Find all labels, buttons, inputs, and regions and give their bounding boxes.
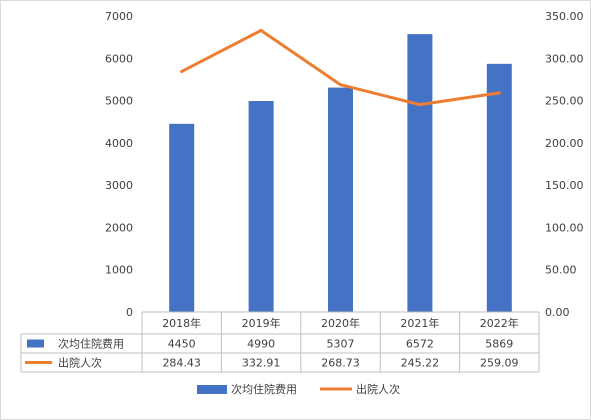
table-line-value: 259.09 xyxy=(480,357,519,370)
category-label: 2019年 xyxy=(242,316,281,330)
category-label: 2018年 xyxy=(162,316,201,330)
legend-bar-key xyxy=(197,385,227,394)
table-line-value: 245.22 xyxy=(401,357,440,370)
bar xyxy=(248,100,274,312)
line-point xyxy=(497,91,501,95)
right-tick-label: 300.00 xyxy=(545,52,584,65)
right-tick-label: 100.00 xyxy=(545,221,584,234)
line-series xyxy=(180,28,501,107)
table-series-name: 出院人次 xyxy=(58,356,102,370)
table-bar-value: 6572 xyxy=(406,338,434,351)
left-axis: 0 1000 2000 3000 4000 5000 6000 7000 xyxy=(105,10,133,319)
category-label: 2022年 xyxy=(480,316,519,330)
table-bar-value: 4990 xyxy=(247,338,275,351)
line-point xyxy=(259,28,263,32)
left-tick-label: 4000 xyxy=(105,137,133,150)
table-line-value: 284.43 xyxy=(162,357,201,370)
right-tick-label: 350.00 xyxy=(545,10,584,23)
line-point xyxy=(418,103,422,107)
table-bar-key xyxy=(27,339,44,348)
bar xyxy=(169,123,195,312)
left-tick-label: 6000 xyxy=(105,52,133,65)
legend-label: 出院人次 xyxy=(356,382,400,396)
line-point xyxy=(339,83,342,87)
left-tick-label: 1000 xyxy=(105,264,133,277)
bar xyxy=(328,87,353,312)
table-bar-value: 4450 xyxy=(168,338,196,351)
line-point xyxy=(180,69,184,73)
table-bar-value: 5869 xyxy=(485,338,513,351)
right-tick-label: 200.00 xyxy=(545,137,584,150)
right-axis: 0.00 50.00 100.00 150.00 200.00 250.00 300.00 3… xyxy=(545,10,584,319)
bar-series xyxy=(169,34,512,313)
legend-label: 次均住院费用 xyxy=(231,382,297,396)
left-tick-label: 7000 xyxy=(105,10,133,23)
right-tick-label: 50.00 xyxy=(545,264,577,277)
left-tick-label: 3000 xyxy=(105,179,133,192)
right-tick-label: 250.00 xyxy=(545,95,584,108)
category-label: 2021年 xyxy=(400,316,439,330)
legend: 次均住院费用 出院人次 xyxy=(197,382,400,396)
table-series-name: 次均住院费用 xyxy=(58,337,124,351)
table-bar-value: 5307 xyxy=(327,338,355,351)
table-line-value: 268.73 xyxy=(321,357,360,370)
bar xyxy=(407,34,433,312)
left-tick-label: 0 xyxy=(126,306,133,319)
right-tick-label: 0.00 xyxy=(545,306,570,319)
right-tick-label: 150.00 xyxy=(545,179,584,192)
left-tick-label: 5000 xyxy=(105,95,133,108)
left-tick-label: 2000 xyxy=(105,221,133,234)
table-line-value: 332.91 xyxy=(242,357,281,370)
bar xyxy=(486,63,512,313)
category-label: 2020年 xyxy=(321,316,360,330)
